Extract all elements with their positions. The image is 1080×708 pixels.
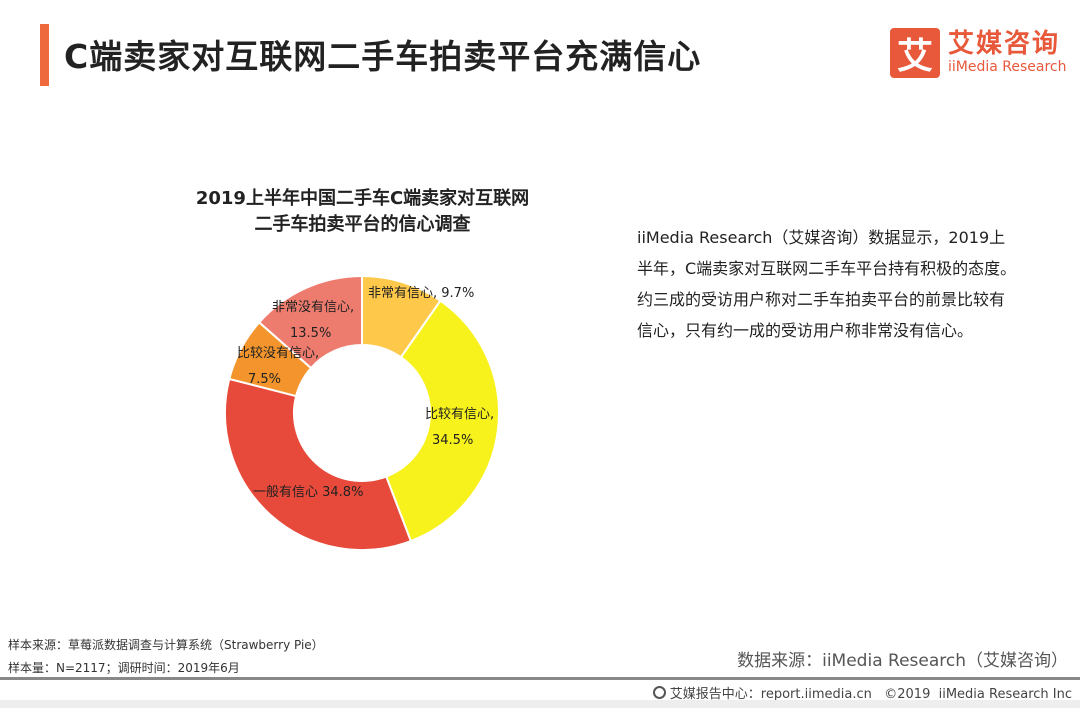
slice-label-4-1: 13.5% — [290, 326, 331, 341]
slice-1 — [384, 299, 500, 543]
globe-icon — [652, 686, 666, 699]
slice-label-1-0: 比较有信心, — [425, 407, 494, 422]
slice-label-1-1: 34.5% — [432, 433, 473, 448]
slice-label-2-0: 一般有信心 34.8% — [253, 484, 363, 500]
iimedia-logo: 艾 艾媒咨询 iiMedia Research — [890, 28, 1067, 78]
logo-en: iiMedia Research — [948, 59, 1067, 75]
slice-label-4-0: 非常没有信心, — [272, 300, 354, 315]
page-title: C端卖家对互联网二手车拍卖平台充满信心 — [64, 37, 702, 76]
footer-divider — [0, 677, 1080, 680]
sample-size: 样本量：N=2117；调研时间：2019年6月 — [8, 661, 240, 675]
slice-label-3-0: 比较没有信心, — [237, 346, 319, 361]
slice-4 — [257, 274, 363, 370]
chart-title-line-1: 2019上半年中国二手车C端卖家对互联网 — [195, 188, 530, 209]
chart-title-line-2: 二手车拍卖平台的信心调查 — [254, 214, 471, 235]
data-source: 数据来源：iiMedia Research（艾媒咨询） — [737, 651, 1068, 671]
sample-source: 样本来源：草莓派数据调查与计算系统（Strawberry Pie） — [8, 638, 324, 652]
slice-2 — [224, 377, 413, 551]
slice-label-3-1: 7.5% — [248, 372, 281, 387]
footer-text: 艾媒报告中心：report.iimedia.cn ©2019 iiMedia R… — [669, 687, 1072, 702]
slice-label-0-0: 非常有信心, 9.7% — [368, 286, 474, 301]
footer: 艾媒报告中心：report.iimedia.cn ©2019 iiMedia R… — [652, 683, 1072, 702]
logo-cn: 艾媒咨询 — [948, 29, 1061, 59]
chart-title: 2019上半年中国二手车C端卖家对互联网 二手车拍卖平台的信心调查 — [160, 186, 565, 238]
description-text: iiMedia Research（艾媒咨询）数据显示，2019上半年，C端卖家对… — [637, 228, 1017, 340]
bottom-band — [0, 700, 1080, 708]
logo-mark: 艾 — [890, 28, 940, 78]
title-accent-bar — [40, 24, 49, 86]
